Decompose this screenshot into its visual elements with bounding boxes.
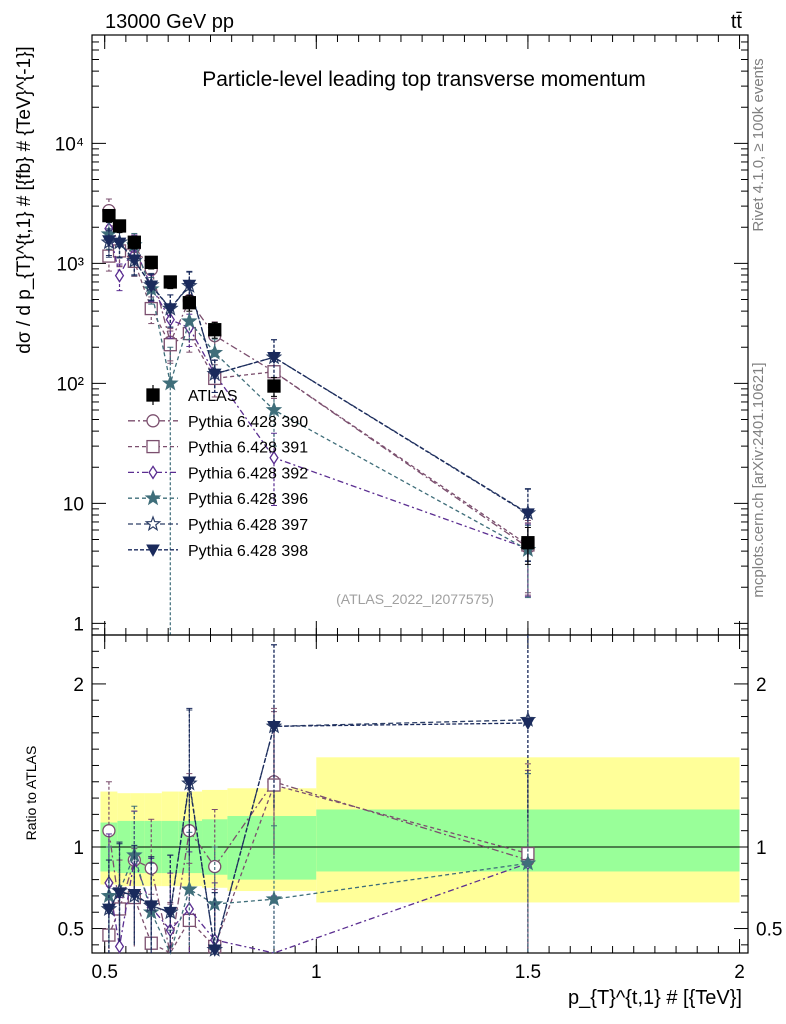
legend-item: Pythia 6.428 391 <box>128 440 308 457</box>
x-tick-label: 1 <box>311 962 322 983</box>
data-point <box>182 296 196 310</box>
ratio-point <box>114 939 125 954</box>
legend-label: Pythia 6.428 391 <box>188 440 308 457</box>
legend-item: Pythia 6.428 392 <box>128 465 308 482</box>
data-point <box>182 279 197 293</box>
series-line <box>108 228 529 550</box>
ratio-point <box>182 776 197 789</box>
ratio-point <box>127 888 142 902</box>
data-point <box>206 343 224 360</box>
ratio-y-axis-label: Ratio to ATLAS <box>23 746 39 841</box>
ratio-y-tick-label: 0.5 <box>58 920 84 941</box>
data-point <box>269 450 279 465</box>
x-axis-label: p_{T}^{t,1} # [{TeV}] <box>568 987 742 1009</box>
ratio-series-pythia-6-428-398 <box>102 635 535 957</box>
data-point <box>207 368 222 381</box>
legend-item: Pythia 6.428 396 <box>128 489 308 508</box>
data-point <box>112 219 127 233</box>
legend-swatch-marker <box>144 515 162 532</box>
ratio-point <box>265 890 283 907</box>
ratio-point <box>163 906 178 920</box>
process-label: tt̄ <box>731 11 743 33</box>
series-pythia-6-428-398 <box>102 228 535 562</box>
ratio-point <box>267 721 281 734</box>
legend-item: Pythia 6.428 398 <box>128 543 308 560</box>
data-point <box>144 255 158 269</box>
data-point <box>114 268 125 283</box>
series-pythia-6-428-392 <box>104 216 533 597</box>
y-tick-label: 10³ <box>57 254 84 275</box>
ratio-point <box>112 887 127 900</box>
data-point <box>161 374 179 391</box>
series-line <box>108 239 529 515</box>
rivet-version-label: Rivet 4.1.0, ≥ 100k events <box>750 58 767 231</box>
data-point <box>181 312 198 329</box>
legend-swatch-marker <box>148 465 158 480</box>
data-point <box>265 401 283 418</box>
legend: ATLAS Pythia 6.428 390 Pythia 6.428 391 Pyt… <box>128 385 308 560</box>
data-point <box>102 208 116 223</box>
ratio-y-tick-label: 1 <box>756 838 767 859</box>
data-point <box>521 536 535 550</box>
legend-label: ATLAS <box>188 388 238 405</box>
y-tick-label: 10⁴ <box>55 134 84 155</box>
ratio-point <box>207 944 222 957</box>
ratio-plot-frame <box>91 634 749 954</box>
legend-label: Pythia 6.428 392 <box>188 465 308 482</box>
y-tick-label: 10 <box>63 494 84 515</box>
ratio-series-line <box>108 857 529 954</box>
data-point <box>163 303 178 316</box>
legend-item: Pythia 6.428 397 <box>128 515 308 534</box>
y-tick-label: 10² <box>57 374 84 395</box>
data-point <box>127 254 142 267</box>
data-point <box>267 379 281 393</box>
data-point <box>102 235 116 248</box>
ratio-y-tick-label: 2 <box>73 675 84 696</box>
main-y-axis-label: dσ / d p_{T}^{t,1} # [{fb} # {TeV}^{-1}] <box>14 46 35 353</box>
x-tick-label: 2 <box>734 962 745 983</box>
data-point <box>521 508 535 521</box>
legend-swatch-marker <box>146 414 160 428</box>
legend-label: Pythia 6.428 397 <box>188 517 308 534</box>
energy-label: 13000 GeV pp <box>105 11 234 33</box>
ratio-y-tick-label: 1 <box>73 838 84 859</box>
analysis-watermark: (ATLAS_2022_I2077575) <box>336 591 494 607</box>
data-point <box>163 275 177 289</box>
data-point <box>267 351 281 365</box>
data-point <box>208 323 222 337</box>
y-tick-label: 1 <box>73 614 84 635</box>
legend-item: Pythia 6.428 390 <box>128 414 308 431</box>
ratio-point <box>519 854 537 871</box>
main-plot-title: Particle-level leading top transverse mo… <box>202 68 646 91</box>
legend-swatch-marker <box>146 439 160 454</box>
legend-swatch-marker <box>146 388 160 402</box>
legend-label: Pythia 6.428 396 <box>188 491 308 508</box>
x-tick-label: 0.5 <box>91 962 117 983</box>
ratio-y-tick-label: 0.5 <box>756 920 782 941</box>
data-point <box>127 235 141 249</box>
series-pythia-6-428-390 <box>102 198 535 596</box>
legend-label: Pythia 6.428 390 <box>188 414 308 431</box>
data-point <box>144 280 159 293</box>
legend-label: Pythia 6.428 398 <box>188 543 308 560</box>
legend-swatch-marker <box>146 544 160 557</box>
mcplots-label: mcplots.cern.ch [arXiv:2401.10621] <box>750 362 767 597</box>
data-point <box>112 237 127 250</box>
ratio-y-tick-label: 2 <box>756 675 767 696</box>
ratio-point <box>181 880 198 897</box>
x-tick-label: 1.5 <box>515 962 541 983</box>
ratio-plot-panel: 0.5 0.5 1 1 2 2 0.5 1 1.5 2 Ratio to ATLAS p_{T}^… <box>23 634 782 1009</box>
ratio-point <box>521 717 535 731</box>
ratio-point <box>144 900 159 913</box>
legend-swatch-marker <box>144 489 162 506</box>
ratio-point <box>102 903 116 916</box>
legend-item: ATLAS <box>146 385 238 405</box>
main-plot-panel: Particle-level leading top transverse mo… <box>14 34 749 636</box>
series-atlas <box>102 208 535 565</box>
series-pythia-6-428-391 <box>102 238 535 594</box>
